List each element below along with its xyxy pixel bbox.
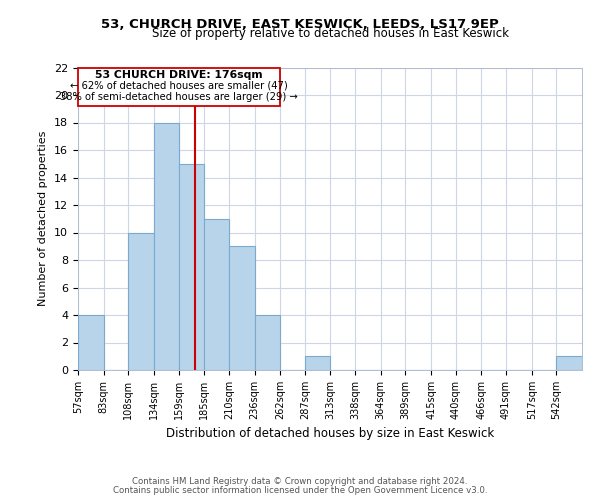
Bar <box>78 315 104 370</box>
Bar <box>305 356 331 370</box>
Bar <box>128 232 154 370</box>
Text: 38% of semi-detached houses are larger (29) →: 38% of semi-detached houses are larger (… <box>60 92 298 102</box>
Text: 53 CHURCH DRIVE: 176sqm: 53 CHURCH DRIVE: 176sqm <box>95 70 263 80</box>
Bar <box>254 315 280 370</box>
Bar <box>179 164 204 370</box>
Y-axis label: Number of detached properties: Number of detached properties <box>38 131 49 306</box>
Bar <box>154 122 179 370</box>
Bar <box>229 246 254 370</box>
Bar <box>78 68 280 106</box>
Title: Size of property relative to detached houses in East Keswick: Size of property relative to detached ho… <box>151 27 509 40</box>
Bar <box>556 356 582 370</box>
Text: Contains public sector information licensed under the Open Government Licence v3: Contains public sector information licen… <box>113 486 487 495</box>
X-axis label: Distribution of detached houses by size in East Keswick: Distribution of detached houses by size … <box>166 428 494 440</box>
Text: 53, CHURCH DRIVE, EAST KESWICK, LEEDS, LS17 9EP: 53, CHURCH DRIVE, EAST KESWICK, LEEDS, L… <box>101 18 499 30</box>
Text: Contains HM Land Registry data © Crown copyright and database right 2024.: Contains HM Land Registry data © Crown c… <box>132 477 468 486</box>
Bar <box>204 219 229 370</box>
Text: ← 62% of detached houses are smaller (47): ← 62% of detached houses are smaller (47… <box>70 80 288 90</box>
